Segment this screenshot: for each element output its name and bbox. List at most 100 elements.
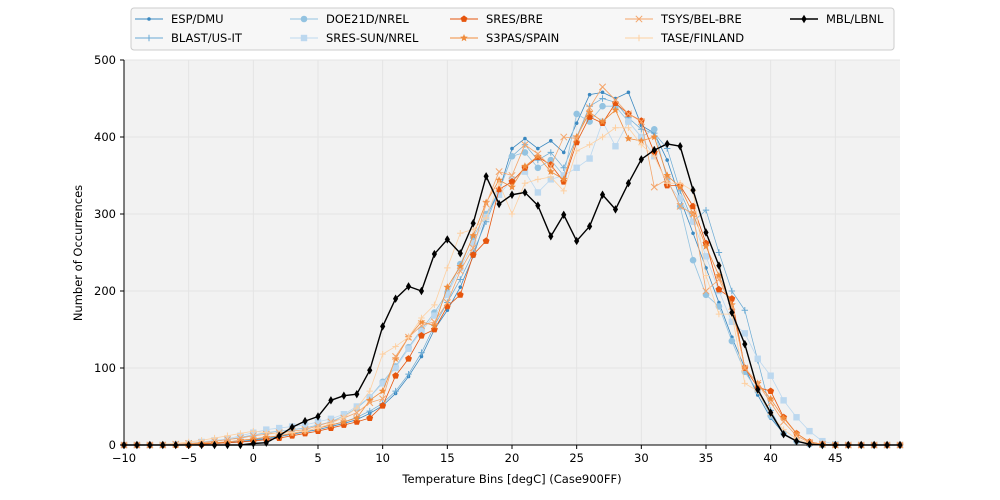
legend-swatch-marker — [145, 34, 153, 42]
data-point — [508, 178, 516, 185]
data-point — [534, 152, 542, 160]
legend-label: ESP/DMU — [171, 12, 224, 26]
data-point — [741, 330, 748, 337]
data-point — [728, 287, 736, 295]
data-point — [767, 372, 774, 379]
data-point — [327, 420, 335, 427]
data-point — [418, 332, 425, 339]
data-point — [379, 380, 386, 387]
data-point — [598, 83, 607, 91]
data-point — [535, 201, 541, 210]
legend-swatch-marker — [635, 15, 643, 23]
legend-swatch-marker — [300, 15, 308, 23]
data-point — [742, 339, 748, 349]
data-point — [650, 133, 659, 141]
data-point — [559, 175, 568, 183]
data-point — [598, 117, 607, 125]
data-point — [547, 173, 554, 181]
y-tick-label: 100 — [94, 361, 116, 375]
data-point — [612, 205, 619, 214]
data-point — [702, 242, 710, 250]
data-point — [624, 134, 633, 142]
legend-label: SRES-SUN/NREL — [326, 31, 419, 45]
data-point — [612, 143, 619, 150]
data-point — [379, 350, 386, 358]
data-point — [521, 168, 529, 175]
x-ticks: −10 −5 0 5 10 15 20 25 30 35 40 45 — [112, 445, 843, 465]
data-point — [418, 349, 425, 356]
data-point — [599, 190, 606, 199]
data-point — [702, 287, 710, 295]
data-point — [611, 106, 620, 114]
x-tick-label: 40 — [763, 451, 778, 465]
data-point — [236, 434, 244, 442]
data-point — [768, 408, 774, 417]
data-point — [496, 199, 502, 209]
y-tick-label: 0 — [109, 438, 116, 452]
data-point — [534, 150, 542, 158]
data-point — [534, 189, 542, 196]
data-point — [250, 439, 256, 448]
data-point — [547, 149, 554, 156]
data-point — [366, 407, 373, 415]
data-point — [508, 183, 516, 191]
legend-swatch-marker — [460, 34, 468, 42]
x-tick-label: 0 — [250, 451, 257, 465]
data-point — [263, 429, 270, 436]
legend-label: MBL/LBNL — [826, 12, 884, 26]
legend-label: SRES/BRE — [486, 12, 543, 26]
data-point — [249, 434, 258, 443]
data-point — [482, 214, 490, 222]
data-point — [626, 90, 631, 95]
data-point — [444, 264, 451, 272]
data-point — [366, 414, 374, 421]
data-point — [536, 146, 540, 151]
data-point — [691, 231, 695, 236]
legend-label: DOE21D/NREL — [326, 12, 409, 26]
data-point — [586, 155, 593, 162]
data-point — [676, 183, 684, 191]
data-point — [703, 228, 709, 237]
legend-item: S3PAS/SPAIN — [450, 31, 559, 45]
data-point — [677, 142, 683, 151]
data-point — [457, 230, 464, 237]
data-point — [755, 385, 761, 394]
data-point — [793, 436, 800, 446]
data-point — [431, 312, 438, 319]
data-point — [767, 387, 775, 395]
data-point — [367, 366, 373, 375]
data-point — [689, 210, 697, 218]
y-axis-label: Number of Occurrences — [71, 185, 85, 321]
data-point — [391, 354, 400, 362]
data-point — [806, 427, 813, 435]
data-point — [469, 231, 477, 239]
data-point — [237, 430, 244, 437]
data-point — [638, 141, 645, 148]
x-tick-label: 5 — [314, 451, 321, 465]
data-point — [665, 158, 669, 162]
data-point — [689, 256, 697, 264]
data-point — [549, 139, 553, 143]
data-point — [521, 149, 529, 156]
data-point — [340, 414, 348, 421]
x-tick-label: −10 — [112, 451, 136, 465]
data-point — [392, 343, 399, 350]
y-tick-label: 500 — [94, 53, 116, 67]
data-point — [430, 318, 438, 326]
data-point — [341, 391, 347, 400]
legend-item: SRES-SUN/NREL — [290, 31, 419, 45]
data-point — [702, 272, 710, 279]
x-tick-label: 10 — [375, 451, 390, 465]
data-point — [728, 337, 736, 345]
data-point — [392, 364, 399, 372]
data-point — [508, 171, 516, 180]
data-point — [508, 152, 516, 160]
data-point — [637, 118, 645, 126]
data-point — [353, 409, 361, 417]
data-point — [676, 202, 684, 210]
legend-item: BLAST/US-IT — [135, 31, 243, 45]
data-point — [457, 249, 463, 258]
data-point — [715, 285, 723, 293]
legend-item: ESP/DMU — [135, 12, 224, 26]
